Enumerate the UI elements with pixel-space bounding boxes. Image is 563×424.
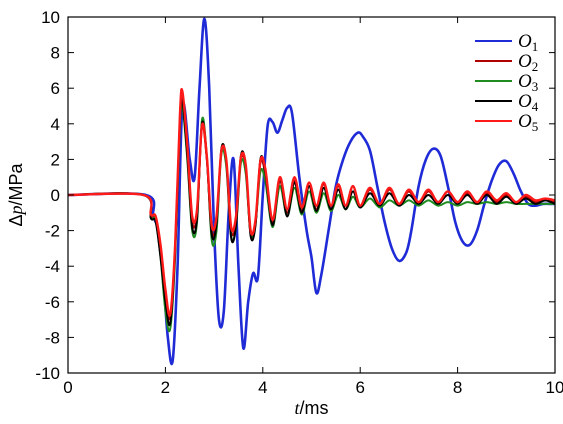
- legend-label-o4: O4: [518, 91, 539, 114]
- y-tick-label: 6: [51, 79, 60, 98]
- x-tick-label: 0: [63, 378, 72, 397]
- legend-label-o2: O2: [518, 51, 538, 74]
- y-tick-label: 0: [51, 186, 60, 205]
- x-tick-label: 8: [453, 378, 462, 397]
- series-line-o1: [67, 17, 555, 366]
- y-tick-label: 4: [51, 115, 60, 134]
- y-tick-label: -8: [45, 328, 60, 347]
- y-tick-label: -2: [45, 222, 60, 241]
- y-tick-label: -10: [35, 364, 60, 383]
- y-axis-title: Δp/MPa: [6, 162, 26, 226]
- x-tick-label: 2: [161, 378, 170, 397]
- x-tick-label: 10: [546, 378, 563, 397]
- legend-label-o5: O5: [518, 111, 538, 134]
- y-tick-label: 2: [51, 150, 60, 169]
- legend-label-o1: O1: [518, 31, 538, 54]
- legend-label-o3: O3: [518, 71, 538, 94]
- series-layer: [67, 17, 556, 366]
- x-tick-label: 6: [355, 378, 364, 397]
- y-tick-label: 10: [41, 8, 60, 27]
- axes-layer: 0 2 4 6 8 10 -10 -8 -6 -4 -2 0 2 4 6 8 10: [35, 8, 563, 397]
- y-tick-label: -4: [45, 257, 60, 276]
- x-tick-label: 4: [258, 378, 267, 397]
- series-line-o2: [67, 91, 556, 321]
- y-tick-label: -6: [45, 293, 60, 312]
- x-axis-title: t/ms: [294, 398, 328, 418]
- series-line-o5: [67, 88, 556, 317]
- y-tick-label: 8: [51, 44, 60, 63]
